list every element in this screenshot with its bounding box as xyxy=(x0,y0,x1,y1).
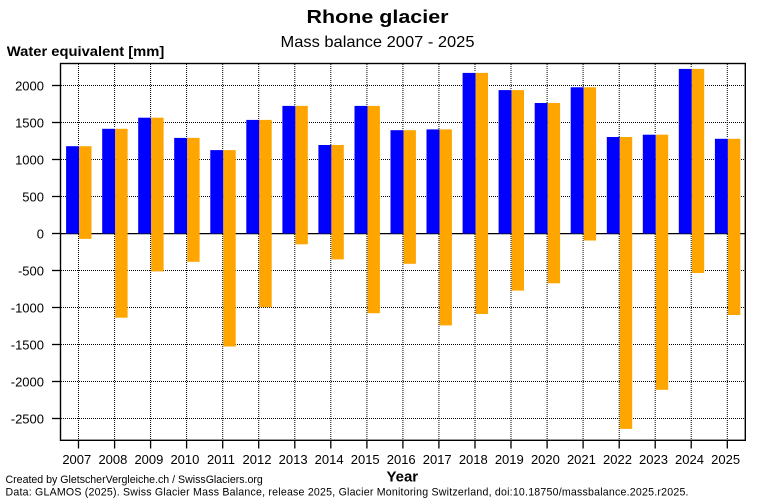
svg-text:Rhone glacier: Rhone glacier xyxy=(307,7,449,27)
svg-text:2016: 2016 xyxy=(387,452,416,467)
svg-text:2007: 2007 xyxy=(62,452,91,467)
svg-text:0: 0 xyxy=(37,226,44,241)
svg-text:Mass balance 2007 - 2025: Mass balance 2007 - 2025 xyxy=(281,34,475,51)
svg-text:-500: -500 xyxy=(18,263,44,278)
svg-text:2014: 2014 xyxy=(315,452,344,467)
svg-text:2017: 2017 xyxy=(423,452,452,467)
svg-text:2025: 2025 xyxy=(711,452,740,467)
svg-text:2012: 2012 xyxy=(243,452,272,467)
svg-text:Created by GletscherVergleiche: Created by GletscherVergleiche.ch / Swis… xyxy=(6,474,263,486)
svg-text:500: 500 xyxy=(22,189,44,204)
svg-text:Water equivalent [mm]: Water equivalent [mm] xyxy=(7,43,165,59)
svg-text:2019: 2019 xyxy=(495,452,524,467)
svg-text:2009: 2009 xyxy=(134,452,163,467)
svg-text:1500: 1500 xyxy=(15,115,44,130)
svg-text:2020: 2020 xyxy=(531,452,560,467)
svg-text:1000: 1000 xyxy=(15,152,44,167)
svg-text:-2000: -2000 xyxy=(11,374,44,389)
svg-text:2022: 2022 xyxy=(603,452,632,467)
svg-text:2015: 2015 xyxy=(351,452,380,467)
svg-text:-1000: -1000 xyxy=(11,300,44,315)
svg-text:2021: 2021 xyxy=(567,452,596,467)
svg-text:2013: 2013 xyxy=(279,452,308,467)
svg-text:2000: 2000 xyxy=(15,78,44,93)
svg-text:2023: 2023 xyxy=(639,452,668,467)
svg-text:Data: GLAMOS (2025). Swiss Gla: Data: GLAMOS (2025). Swiss Glacier Mass … xyxy=(6,486,689,498)
svg-text:Year: Year xyxy=(386,468,418,485)
svg-text:2018: 2018 xyxy=(459,452,488,467)
svg-text:2008: 2008 xyxy=(98,452,127,467)
svg-text:-1500: -1500 xyxy=(11,337,44,352)
svg-text:2024: 2024 xyxy=(675,452,704,467)
svg-text:-2500: -2500 xyxy=(11,411,44,426)
svg-text:2010: 2010 xyxy=(170,452,199,467)
svg-text:2011: 2011 xyxy=(207,452,235,467)
